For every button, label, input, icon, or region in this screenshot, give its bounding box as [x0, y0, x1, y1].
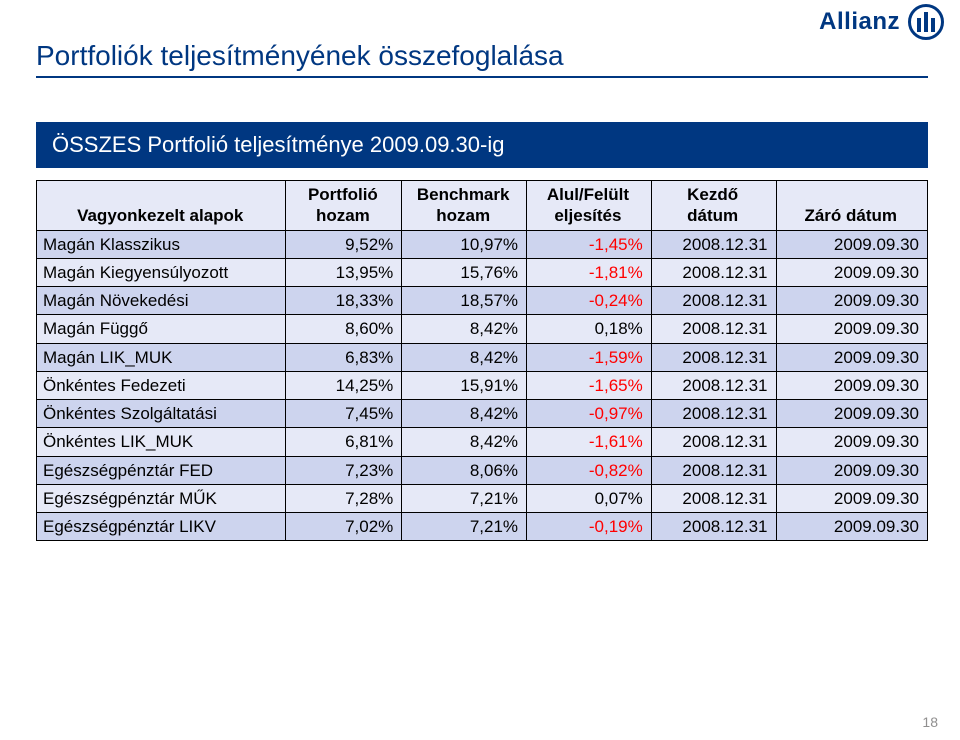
- cell-end-date: 2009.09.30: [776, 230, 928, 258]
- cell-start-date: 2008.12.31: [651, 230, 776, 258]
- cell-diff: -0,19%: [527, 513, 652, 541]
- cell-diff: 0,07%: [527, 484, 652, 512]
- cell-start-date: 2008.12.31: [651, 484, 776, 512]
- cell-portfolio-return: 7,45%: [286, 400, 402, 428]
- cell-label: Magán Klasszikus: [37, 230, 286, 258]
- table-header: Vagyonkezelt alapok Portfolió hozam Benc…: [37, 181, 928, 231]
- cell-portfolio-return: 9,52%: [286, 230, 402, 258]
- cell-label: Magán LIK_MUK: [37, 343, 286, 371]
- cell-diff: -1,45%: [527, 230, 652, 258]
- cell-portfolio-return: 7,02%: [286, 513, 402, 541]
- cell-diff: -0,97%: [527, 400, 652, 428]
- cell-diff: 0,18%: [527, 315, 652, 343]
- cell-start-date: 2008.12.31: [651, 371, 776, 399]
- cell-portfolio-return: 7,28%: [286, 484, 402, 512]
- page-number: 18: [922, 714, 938, 730]
- brand-logo: Allianz: [819, 4, 944, 40]
- cell-end-date: 2009.09.30: [776, 371, 928, 399]
- slide-page: Allianz Portfoliók teljesítményének össz…: [0, 0, 960, 740]
- cell-diff: -0,24%: [527, 287, 652, 315]
- cell-start-date: 2008.12.31: [651, 315, 776, 343]
- cell-diff: -0,82%: [527, 456, 652, 484]
- cell-portfolio-return: 7,23%: [286, 456, 402, 484]
- cell-label: Magán Növekedési: [37, 287, 286, 315]
- col-header-funds: Vagyonkezelt alapok: [37, 181, 286, 231]
- cell-start-date: 2008.12.31: [651, 456, 776, 484]
- cell-start-date: 2008.12.31: [651, 428, 776, 456]
- table-row: Magán Kiegyensúlyozott13,95%15,76%-1,81%…: [37, 258, 928, 286]
- table-row: Egészségpénztár MŰK7,28%7,21%0,07%2008.1…: [37, 484, 928, 512]
- cell-label: Egészségpénztár MŰK: [37, 484, 286, 512]
- col-header-over-under: Alul/Felült eljesítés: [527, 181, 652, 231]
- cell-benchmark-return: 15,76%: [402, 258, 527, 286]
- cell-end-date: 2009.09.30: [776, 513, 928, 541]
- cell-benchmark-return: 8,42%: [402, 400, 527, 428]
- cell-diff: -1,61%: [527, 428, 652, 456]
- cell-label: Magán Kiegyensúlyozott: [37, 258, 286, 286]
- cell-portfolio-return: 8,60%: [286, 315, 402, 343]
- cell-end-date: 2009.09.30: [776, 400, 928, 428]
- cell-end-date: 2009.09.30: [776, 484, 928, 512]
- cell-diff: -1,81%: [527, 258, 652, 286]
- cell-label: Egészségpénztár FED: [37, 456, 286, 484]
- cell-portfolio-return: 14,25%: [286, 371, 402, 399]
- cell-label: Önkéntes Szolgáltatási: [37, 400, 286, 428]
- cell-end-date: 2009.09.30: [776, 315, 928, 343]
- cell-diff: -1,59%: [527, 343, 652, 371]
- cell-label: Magán Függő: [37, 315, 286, 343]
- table-body: Magán Klasszikus9,52%10,97%-1,45%2008.12…: [37, 230, 928, 541]
- table-row: Magán LIK_MUK6,83%8,42%-1,59%2008.12.312…: [37, 343, 928, 371]
- cell-benchmark-return: 7,21%: [402, 513, 527, 541]
- table-row: Önkéntes LIK_MUK6,81%8,42%-1,61%2008.12.…: [37, 428, 928, 456]
- cell-label: Egészségpénztár LIKV: [37, 513, 286, 541]
- cell-end-date: 2009.09.30: [776, 428, 928, 456]
- cell-benchmark-return: 18,57%: [402, 287, 527, 315]
- table-row: Egészségpénztár FED7,23%8,06%-0,82%2008.…: [37, 456, 928, 484]
- cell-benchmark-return: 15,91%: [402, 371, 527, 399]
- col-header-portfolio-return: Portfolió hozam: [286, 181, 402, 231]
- brand-name: Allianz: [819, 8, 900, 36]
- section-banner: ÖSSZES Portfolió teljesítménye 2009.09.3…: [36, 122, 928, 168]
- logo-bars: [917, 12, 935, 32]
- cell-benchmark-return: 8,42%: [402, 428, 527, 456]
- cell-benchmark-return: 10,97%: [402, 230, 527, 258]
- cell-portfolio-return: 13,95%: [286, 258, 402, 286]
- cell-end-date: 2009.09.30: [776, 287, 928, 315]
- performance-table: Vagyonkezelt alapok Portfolió hozam Benc…: [36, 180, 928, 541]
- cell-end-date: 2009.09.30: [776, 343, 928, 371]
- title-divider: [36, 76, 928, 78]
- cell-portfolio-return: 6,83%: [286, 343, 402, 371]
- cell-label: Önkéntes Fedezeti: [37, 371, 286, 399]
- cell-benchmark-return: 8,42%: [402, 315, 527, 343]
- table-header-row: Vagyonkezelt alapok Portfolió hozam Benc…: [37, 181, 928, 231]
- cell-diff: -1,65%: [527, 371, 652, 399]
- cell-portfolio-return: 6,81%: [286, 428, 402, 456]
- table-row: Magán Függő8,60%8,42%0,18%2008.12.312009…: [37, 315, 928, 343]
- cell-benchmark-return: 8,06%: [402, 456, 527, 484]
- table-row: Egészségpénztár LIKV7,02%7,21%-0,19%2008…: [37, 513, 928, 541]
- cell-benchmark-return: 8,42%: [402, 343, 527, 371]
- cell-start-date: 2008.12.31: [651, 287, 776, 315]
- page-title: Portfoliók teljesítményének összefoglalá…: [36, 40, 928, 72]
- cell-end-date: 2009.09.30: [776, 258, 928, 286]
- col-header-end-date: Záró dátum: [776, 181, 928, 231]
- cell-end-date: 2009.09.30: [776, 456, 928, 484]
- table-row: Önkéntes Szolgáltatási7,45%8,42%-0,97%20…: [37, 400, 928, 428]
- cell-label: Önkéntes LIK_MUK: [37, 428, 286, 456]
- col-header-start-date: Kezdő dátum: [651, 181, 776, 231]
- allianz-eagle-icon: [908, 4, 944, 40]
- col-header-benchmark-return: Benchmark hozam: [402, 181, 527, 231]
- table-row: Önkéntes Fedezeti14,25%15,91%-1,65%2008.…: [37, 371, 928, 399]
- cell-start-date: 2008.12.31: [651, 400, 776, 428]
- table-row: Magán Klasszikus9,52%10,97%-1,45%2008.12…: [37, 230, 928, 258]
- cell-start-date: 2008.12.31: [651, 343, 776, 371]
- cell-start-date: 2008.12.31: [651, 513, 776, 541]
- cell-portfolio-return: 18,33%: [286, 287, 402, 315]
- cell-benchmark-return: 7,21%: [402, 484, 527, 512]
- cell-start-date: 2008.12.31: [651, 258, 776, 286]
- table-row: Magán Növekedési18,33%18,57%-0,24%2008.1…: [37, 287, 928, 315]
